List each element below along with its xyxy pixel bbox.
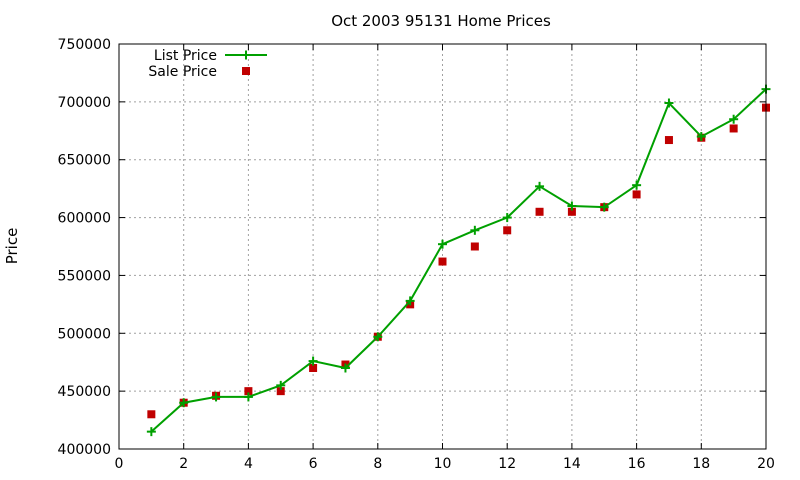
legend-label-list-price: List Price bbox=[154, 48, 217, 64]
sale-price-point bbox=[503, 226, 512, 235]
list-price-point bbox=[502, 213, 512, 223]
x-tick-label: 10 bbox=[434, 456, 452, 472]
plot-frame bbox=[118, 43, 767, 450]
sale-price-point bbox=[244, 387, 253, 396]
y-tick-label: 500000 bbox=[58, 326, 111, 342]
list-price-point bbox=[373, 332, 383, 342]
sale-price-point bbox=[309, 364, 318, 372]
y-tick-label: 600000 bbox=[58, 211, 111, 227]
x-tick-label: 16 bbox=[628, 456, 646, 472]
list-price-point bbox=[664, 98, 674, 108]
legend-label-sale-price: Sale Price bbox=[148, 64, 217, 80]
sale-price-point bbox=[567, 207, 576, 216]
list-price-point bbox=[535, 181, 545, 191]
data-series bbox=[146, 84, 771, 437]
list-price-point bbox=[470, 225, 480, 235]
list-price-point bbox=[211, 392, 221, 402]
list-price-point bbox=[405, 296, 415, 306]
y-tick-label: 650000 bbox=[58, 153, 111, 169]
list-price-point bbox=[146, 427, 156, 437]
x-tick-label: 8 bbox=[373, 456, 382, 472]
sale-price-point bbox=[470, 242, 479, 251]
y-tick-label: 450000 bbox=[58, 384, 111, 400]
list-price-point bbox=[729, 114, 739, 124]
list-price-point bbox=[632, 180, 642, 190]
x-tick-label: 0 bbox=[115, 456, 124, 472]
x-tick-label: 2 bbox=[179, 456, 188, 472]
x-tick-label: 20 bbox=[757, 456, 775, 472]
list-price-point bbox=[276, 380, 286, 390]
list-price-point bbox=[308, 356, 318, 366]
sale-price-point bbox=[535, 207, 544, 216]
legend-sample-list-price-marker bbox=[241, 50, 251, 60]
axis-ticks: 0 2 4 6 8 10 12 14 16 18 20 400000 450000 500000 55000… bbox=[58, 37, 775, 472]
sale-price-point bbox=[276, 387, 285, 396]
y-tick-label: 550000 bbox=[58, 268, 111, 284]
series-list-price bbox=[146, 84, 771, 437]
x-tick-label: 4 bbox=[244, 456, 253, 472]
y-axis-label: Price bbox=[3, 228, 21, 265]
list-price-point bbox=[438, 239, 447, 249]
list-price-point bbox=[243, 392, 253, 402]
sale-price-point bbox=[438, 257, 447, 266]
x-tick-label: 18 bbox=[692, 456, 710, 472]
sale-price-point bbox=[632, 190, 641, 199]
sale-price-point bbox=[147, 410, 156, 419]
list-price-point bbox=[567, 201, 577, 211]
x-tick-label: 14 bbox=[563, 456, 581, 472]
series-sale-price bbox=[147, 103, 770, 419]
list-price-line bbox=[150, 88, 767, 433]
legend-sample-sale-price-marker bbox=[242, 67, 250, 75]
list-price-point bbox=[340, 363, 350, 373]
list-price-point bbox=[696, 132, 706, 142]
sale-price-point bbox=[664, 136, 673, 145]
list-price-point bbox=[179, 398, 189, 408]
y-tick-label: 750000 bbox=[58, 37, 111, 53]
sale-price-point bbox=[729, 124, 738, 133]
y-tick-label: 700000 bbox=[58, 95, 111, 111]
x-tick-label: 6 bbox=[309, 456, 318, 472]
legend: List Price Sale Price bbox=[148, 48, 267, 80]
y-tick-label: 400000 bbox=[58, 442, 111, 458]
list-price-point bbox=[599, 202, 609, 212]
chart-title: Oct 2003 95131 Home Prices bbox=[331, 12, 551, 30]
x-tick-label: 12 bbox=[498, 456, 516, 472]
